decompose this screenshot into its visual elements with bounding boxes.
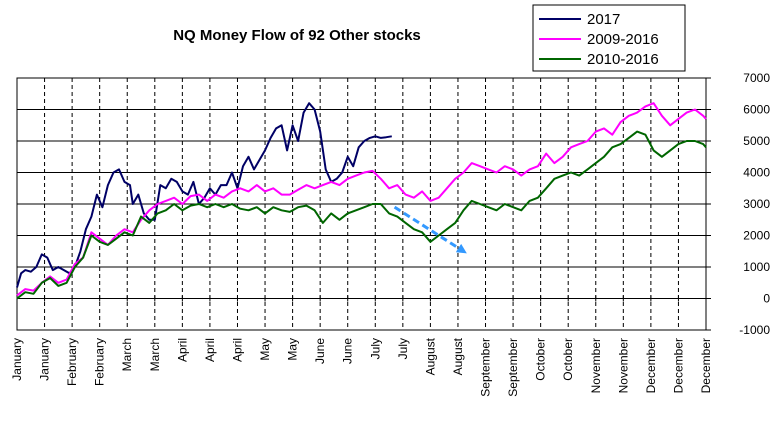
x-tick-label: April — [203, 338, 217, 362]
y-tick-label: -1000 — [739, 323, 770, 337]
x-tick-label: September — [506, 338, 520, 397]
y-tick-label: 7000 — [743, 71, 770, 85]
y-tick-label: 2000 — [743, 229, 770, 243]
legend-label: 2010-2016 — [587, 51, 659, 68]
x-tick-label: February — [93, 338, 107, 386]
x-tick-label: March — [148, 338, 162, 371]
x-tick-label: December — [644, 338, 658, 393]
legend: 2017 2009-2016 2010-2016 — [532, 4, 686, 72]
x-tick-label: October — [534, 338, 548, 381]
y-tick-label: 6000 — [743, 103, 770, 117]
x-tick-label: July — [396, 338, 410, 359]
x-tick-label: April — [175, 338, 189, 362]
y-axis: -1000 0 1000 2000 3000 4000 5000 6000 7000 — [705, 71, 770, 337]
series-line-0 — [16, 102, 392, 288]
legend-label: 2009-2016 — [587, 31, 659, 48]
x-tick-label: November — [616, 338, 630, 393]
x-tick-label: February — [65, 338, 79, 386]
x-tick-label: June — [313, 338, 327, 364]
x-tick-label: January — [10, 338, 24, 381]
x-tick-label: August — [423, 337, 437, 375]
x-tick-label: May — [258, 338, 272, 361]
x-tick-label: June — [341, 338, 355, 364]
x-tick-label: May — [286, 338, 300, 361]
annotations — [393, 205, 467, 254]
chart-title: NQ Money Flow of 92 Other stocks — [173, 27, 421, 44]
x-tick-label: November — [589, 338, 603, 393]
series-lines — [16, 102, 707, 300]
x-tick-label: September — [479, 338, 493, 397]
x-tick-label: March — [120, 338, 134, 371]
series-line-1 — [16, 102, 707, 297]
trend-arrow — [393, 205, 467, 254]
y-tick-label: 3000 — [743, 197, 770, 211]
legend-label: 2017 — [587, 11, 620, 28]
x-tick-label: August — [451, 337, 465, 375]
x-tick-label: January — [38, 338, 52, 381]
series-line-2 — [16, 130, 707, 300]
x-axis: January January February February March March… — [10, 295, 713, 397]
x-tick-label: December — [699, 338, 713, 393]
y-tick-label: 0 — [763, 292, 770, 306]
y-tick-label: 4000 — [743, 166, 770, 180]
y-tick-label: 1000 — [743, 260, 770, 274]
x-tick-label: April — [230, 338, 244, 362]
y-tick-label: 5000 — [743, 134, 770, 148]
x-tick-label: October — [561, 338, 575, 381]
x-tick-label: December — [671, 338, 685, 393]
x-tick-label: July — [368, 338, 382, 359]
